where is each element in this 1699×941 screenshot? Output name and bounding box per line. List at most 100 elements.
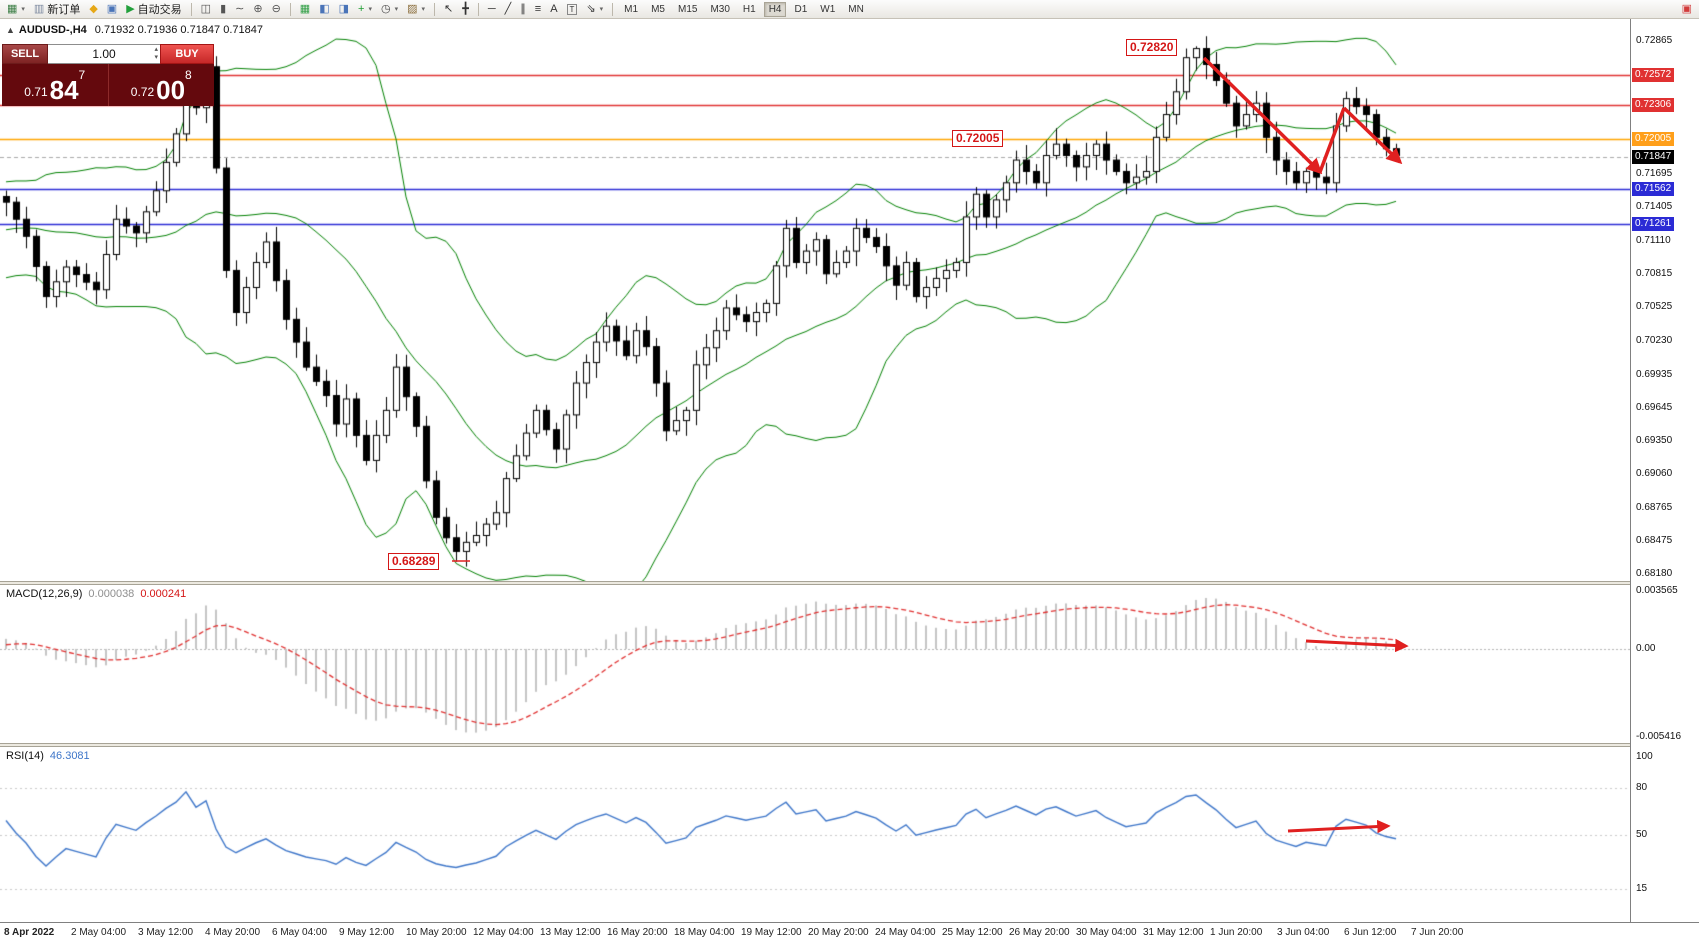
chart-line-button[interactable]: ∼ (231, 1, 248, 17)
price-axis-tick: 0.68765 (1636, 501, 1673, 513)
time-axis-label: 6 Jun 12:00 (1344, 927, 1397, 938)
price-flag[interactable]: 0.72005 (952, 130, 1004, 147)
price-axis-tick: 0.69645 (1636, 401, 1673, 413)
time-axis-label: 9 May 12:00 (339, 927, 395, 938)
macd-axis-label: 0.00 (1636, 642, 1656, 654)
zoom-out-icon: ⊖ (271, 2, 281, 15)
timeframe-h4-button[interactable]: H4 (763, 1, 787, 17)
buy-price-prefix: 0.72 (130, 85, 155, 99)
timeframe-mn-button[interactable]: MN (843, 2, 869, 17)
time-axis[interactable]: 8 Apr 2022 2 May 04:00 3 May 12:00 4 May 20… (0, 922, 1699, 941)
volume-spinner[interactable]: ▴ ▾ (154, 46, 158, 62)
price-flag[interactable]: 0.72820 (1126, 39, 1178, 56)
new-chart-icon: ▦ (7, 2, 18, 15)
alert-horn-button[interactable]: ◆ (85, 1, 101, 17)
price-chart-canvas[interactable] (0, 19, 1630, 581)
panel-splitter[interactable] (0, 743, 1699, 747)
rsi-axis-label: 100 (1636, 751, 1653, 762)
time-axis-label: 6 May 04:00 (272, 927, 328, 938)
time-axis-label: 8 Apr 2022 (4, 927, 55, 938)
time-axis-label: 26 May 20:00 (1009, 927, 1070, 938)
auto-trading-button[interactable]: ▶ 自动交易 (122, 1, 185, 17)
timeframe-m15-button[interactable]: M15 (673, 2, 702, 17)
price-flag[interactable]: 0.68289 (388, 553, 440, 570)
price-axis[interactable]: 0.72865 0.71695 0.71405 0.71110 0.70815 0.705… (1630, 19, 1699, 922)
new-order-button[interactable]: ▥ 新订单 (30, 1, 84, 17)
timeframe-m1-button[interactable]: M1 (619, 2, 643, 17)
chart-candles-icon: ▮ (220, 2, 227, 15)
price-axis-tick: 0.68475 (1636, 534, 1673, 546)
indicators-add-icon: + (358, 2, 365, 15)
indicators-add-button[interactable]: + ▾ (354, 1, 376, 17)
zoom-in-button[interactable]: ⊕ (249, 1, 266, 17)
sell-price[interactable]: 0.71 84 7 (2, 64, 108, 106)
navigator-button[interactable]: ◨ (335, 1, 353, 17)
timeframe-w1-button[interactable]: W1 (815, 2, 840, 17)
one-click-toggle-icon[interactable]: ▲ (6, 25, 15, 35)
one-click-divider (107, 64, 109, 106)
periods-button[interactable]: ◷ ▾ (377, 1, 402, 17)
timeframe-m5-button[interactable]: M5 (646, 2, 670, 17)
tile-windows-button[interactable]: ▦ (296, 1, 314, 17)
arrows-tool-button[interactable]: ⇘ ▾ (582, 1, 607, 17)
spinner-down-icon[interactable]: ▾ (154, 54, 158, 61)
price-axis-tick: 0.71110 (1636, 234, 1671, 246)
zoom-out-button[interactable]: ⊖ (268, 1, 285, 17)
price-axis-tick: 0.71405 (1636, 201, 1673, 213)
buy-price-sup: 8 (185, 68, 192, 82)
time-axis-label: 10 May 20:00 (406, 927, 467, 938)
chart-bars-button[interactable]: ◫ (197, 1, 215, 17)
terminal-button[interactable]: ▣ (103, 1, 121, 17)
toolbar-separator (190, 2, 192, 16)
macd-axis-label: 0.003565 (1636, 585, 1678, 596)
toolbar-separator (612, 2, 614, 16)
spinner-up-icon[interactable]: ▴ (154, 46, 158, 53)
time-axis-label: 18 May 04:00 (674, 927, 735, 938)
buy-price[interactable]: 0.72 00 8 (109, 64, 215, 106)
price-axis-tick: 0.70815 (1636, 268, 1673, 280)
price-axis-tick: 0.71695 (1636, 168, 1673, 180)
rsi-name: RSI(14) (6, 750, 44, 762)
macd-indicator-canvas[interactable] (0, 585, 1630, 743)
navigator-icon: ◨ (338, 2, 350, 15)
equidistant-channel-button[interactable]: ∥ (516, 1, 530, 17)
time-axis-label: 3 May 12:00 (138, 927, 194, 938)
horizontal-line-button[interactable]: ─ (484, 1, 500, 17)
timeframe-d1-button[interactable]: D1 (789, 2, 812, 17)
cursor-button[interactable]: ↖ (440, 1, 457, 17)
price-axis-tag: 0.72005 (1632, 132, 1675, 147)
price-axis-tick: 0.72865 (1636, 35, 1673, 47)
timeframe-h1-button[interactable]: H1 (738, 2, 761, 17)
fibonacci-button[interactable]: ≡ (531, 1, 545, 17)
buy-price-big: 00 (156, 75, 186, 105)
rsi-axis-label: 15 (1636, 882, 1648, 894)
alert-horn-icon: ◆ (89, 2, 98, 15)
sell-button[interactable]: SELL (2, 44, 48, 64)
text-label-button[interactable]: T (563, 1, 582, 17)
crosshair-icon: ╋ (462, 2, 469, 15)
time-axis-label: 16 May 20:00 (607, 927, 668, 938)
price-axis-tick: 0.69060 (1636, 468, 1673, 480)
tile-windows-icon: ▦ (299, 2, 311, 15)
price-axis-tag: 0.72306 (1632, 97, 1675, 112)
time-axis-label: 2 May 04:00 (71, 927, 127, 938)
templates-icon: ▨ (407, 2, 418, 15)
new-chart-button[interactable]: ▦ ▾ (3, 1, 29, 17)
chart-candles-button[interactable]: ▮ (216, 1, 230, 17)
templates-button[interactable]: ▨ ▾ (403, 1, 429, 17)
buy-button[interactable]: BUY (160, 44, 214, 64)
price-axis-tag: 0.71847 (1632, 149, 1675, 164)
crosshair-button[interactable]: ╋ (458, 1, 473, 17)
panel-splitter[interactable] (0, 581, 1699, 585)
volume-input[interactable]: 1.00 ▴ ▾ (48, 44, 160, 64)
rsi-axis-label: 50 (1636, 828, 1648, 840)
timeframe-m30-button[interactable]: M30 (705, 2, 734, 17)
trendline-button[interactable]: ╱ (501, 1, 516, 17)
rsi-indicator-canvas[interactable] (0, 747, 1630, 922)
data-window-button[interactable]: ◧ (315, 1, 333, 17)
news-button[interactable]: ▣ (1678, 1, 1696, 17)
price-axis-tag: 0.72572 (1632, 67, 1675, 82)
text-button[interactable]: A (546, 1, 561, 17)
text-label-icon: T (566, 3, 578, 15)
